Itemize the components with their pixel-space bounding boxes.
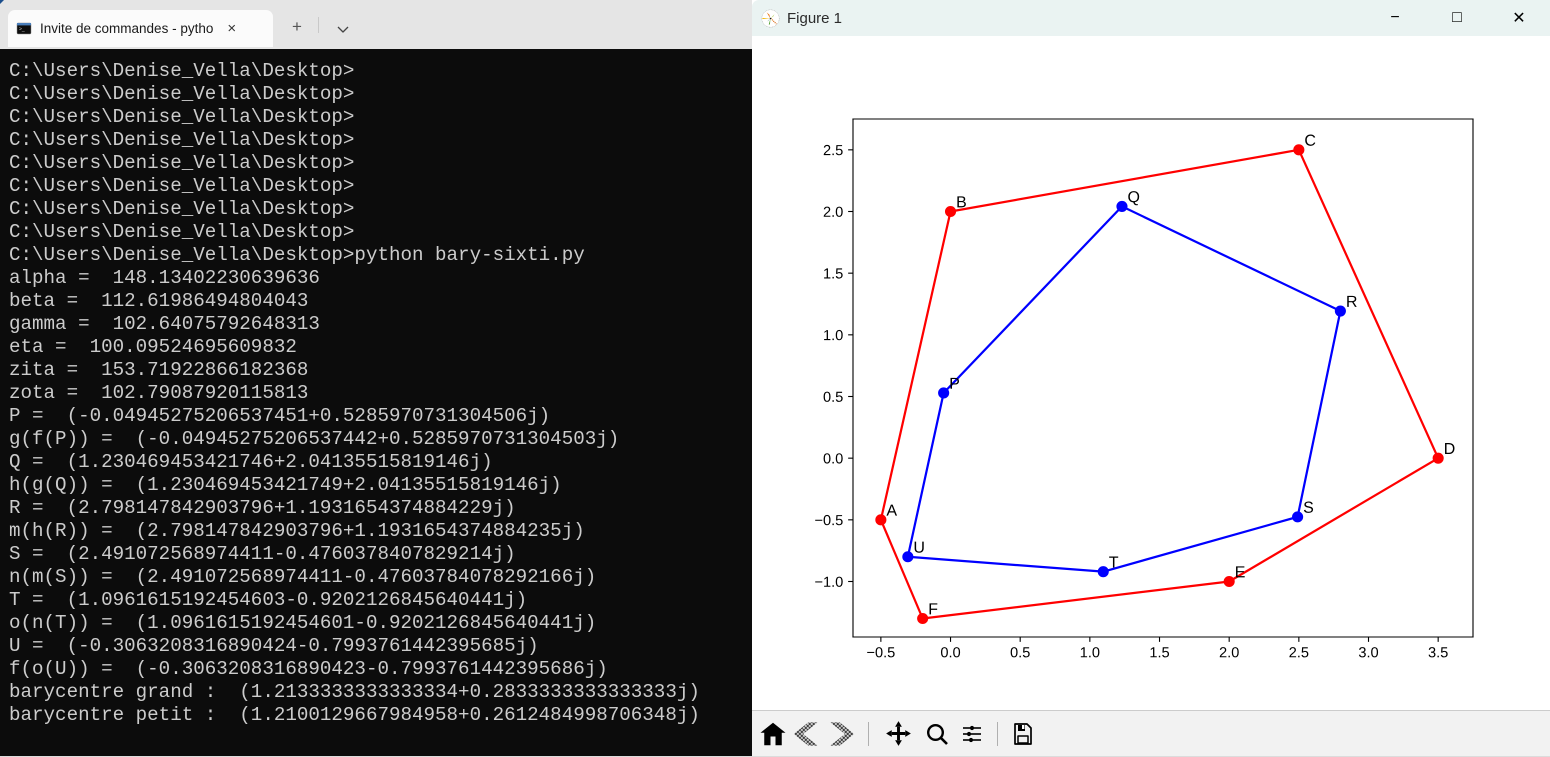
svg-text:>_: >_ xyxy=(19,26,25,32)
